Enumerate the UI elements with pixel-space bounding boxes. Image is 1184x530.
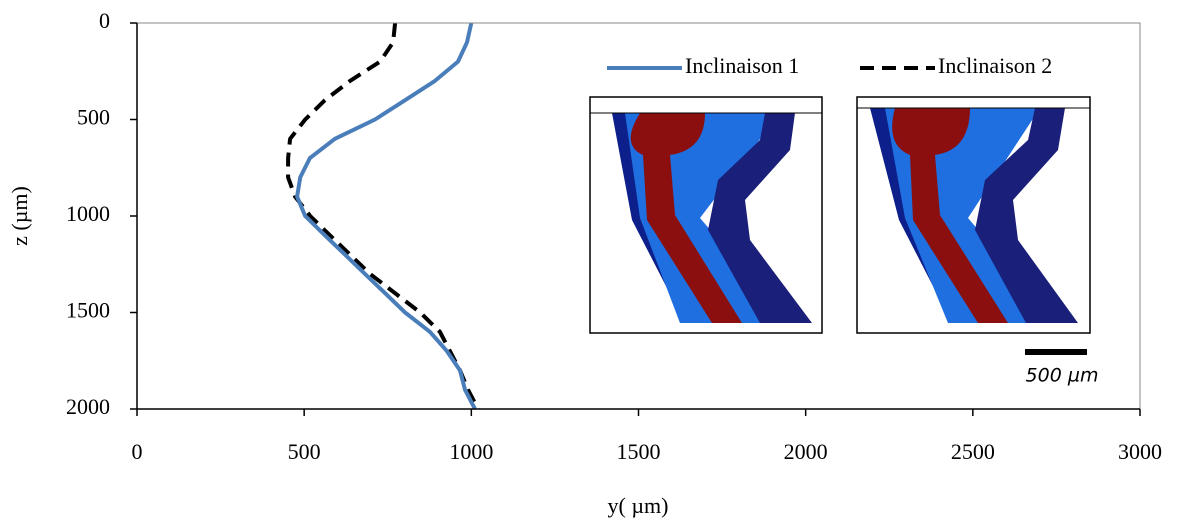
inset-1 — [589, 96, 823, 334]
plot: 0 500 1000 1500 2000 0 500 1000 1500 2000 2500 3000 — [66, 8, 1162, 464]
y-tick-label: 1000 — [66, 201, 110, 226]
y-tick-label: 0 — [99, 8, 110, 33]
inset-2 — [856, 96, 1091, 334]
x-tick-label: 0 — [132, 439, 143, 464]
y-axis-label: z (µm) — [7, 186, 32, 246]
y-tick-label: 1500 — [66, 298, 110, 323]
x-axis-label: y( µm) — [608, 493, 669, 518]
series-line — [286, 22, 480, 410]
x-tick-label: 3000 — [1118, 439, 1162, 464]
x-tick-label: 1000 — [449, 439, 493, 464]
scale-bar-label: 500 µm — [1026, 365, 1099, 387]
legend-label: Inclinaison 2 — [938, 53, 1052, 78]
inset-images: 500 µm — [589, 96, 1099, 387]
y-tick-label: 2000 — [66, 394, 110, 419]
x-tick-label: 2500 — [951, 439, 995, 464]
x-tick-label: 500 — [288, 439, 321, 464]
x-tick-label: 2000 — [784, 439, 828, 464]
series-line — [295, 22, 477, 410]
legend-label: Inclinaison 1 — [685, 53, 799, 78]
x-tick-label: 1500 — [617, 439, 661, 464]
y-tick-label: 500 — [77, 105, 110, 130]
